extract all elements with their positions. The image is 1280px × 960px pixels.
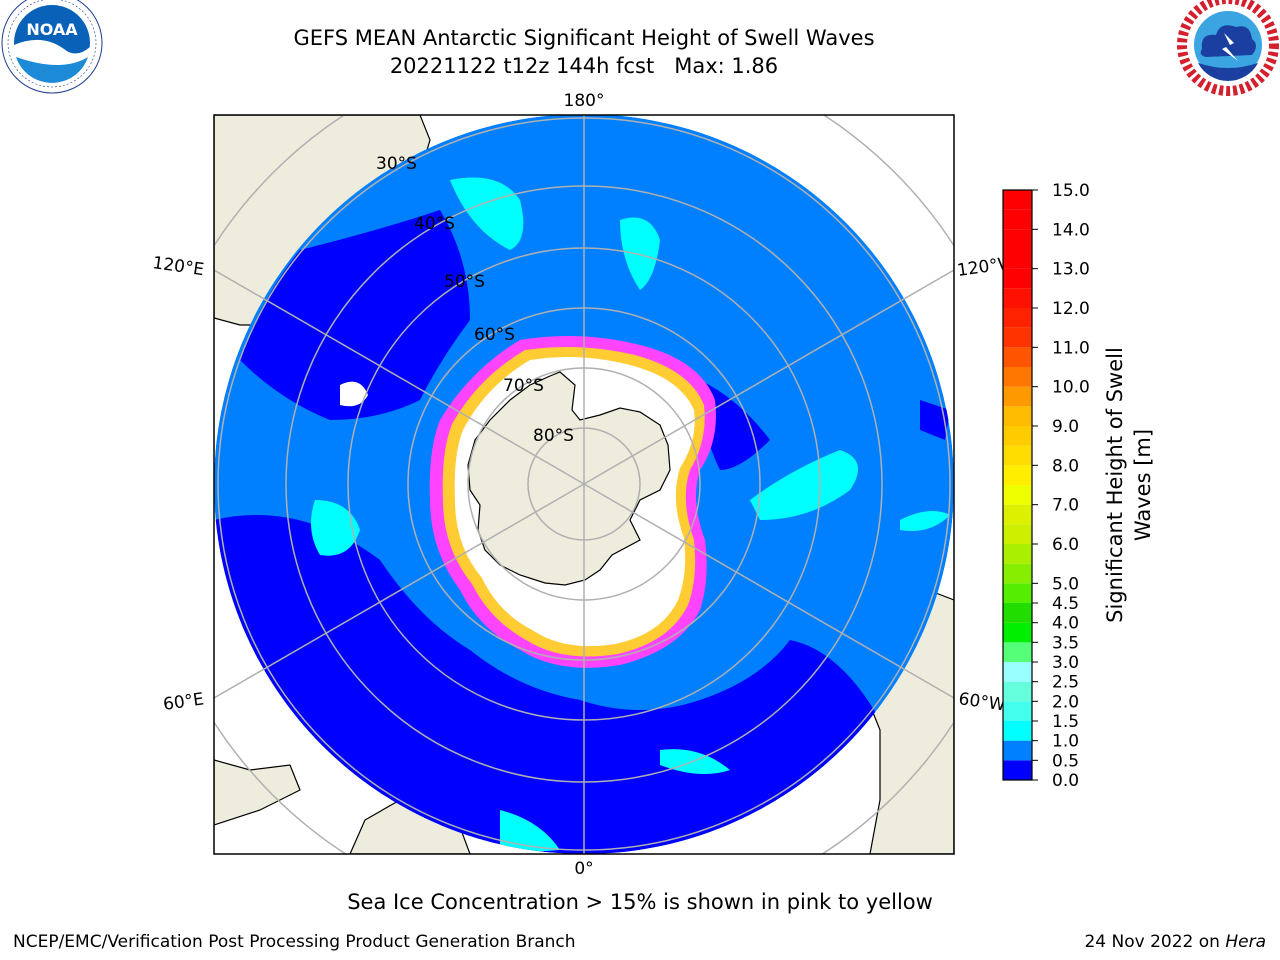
colorbar-tick-label: 0.5: [1052, 751, 1079, 771]
colorbar-tick-label: 11.0: [1052, 338, 1090, 358]
footer-date-text: 24 Nov 2022 on: [1084, 932, 1226, 952]
colorbar-segment: [1003, 760, 1032, 780]
colorbar-tick-label: 6.0: [1052, 535, 1079, 555]
colorbar-segment: [1003, 544, 1032, 564]
lat-label-70s: 70°S: [503, 376, 544, 396]
lat-label-50s: 50°S: [444, 272, 485, 292]
colorbar-segment: [1003, 229, 1032, 249]
colorbar-tick-label: 1.5: [1052, 712, 1079, 732]
longitude-gridlines: [214, 115, 954, 854]
lon-label-60e: 60°E: [162, 689, 205, 714]
colorbar-tick-label: 7.0: [1052, 496, 1079, 516]
lat-label-40s: 40°S: [414, 214, 455, 234]
colorbar-tick-label: 5.0: [1052, 574, 1079, 594]
lat-label-30s: 30°S: [376, 154, 417, 174]
lat-label-60s: 60°S: [474, 325, 515, 345]
colorbar-label-line1: Significant Height of Swell: [1103, 347, 1127, 623]
colorbar-tick-label: 0.0: [1052, 771, 1079, 791]
colorbar-tick-label: 13.0: [1052, 260, 1090, 280]
colorbar-label-line2: Waves [m]: [1131, 429, 1155, 541]
lat-label-80s: 80°S: [533, 426, 574, 446]
colorbar-tick-label: 3.5: [1052, 633, 1079, 653]
colorbar-tick-label: 2.5: [1052, 673, 1079, 693]
sea-ice-note: Sea Ice Concentration > 15% is shown in …: [347, 890, 933, 914]
latitude-labels: 30°S 40°S 50°S 60°S 70°S 80°S: [376, 154, 574, 446]
noaa-logo-text: NOAA: [26, 20, 78, 39]
colorbar-segment: [1003, 583, 1032, 603]
colorbar-tick-label: 8.0: [1052, 456, 1079, 476]
colorbar-tick-label: 3.0: [1052, 653, 1079, 673]
lon-label-60w: 60°W: [957, 689, 1006, 715]
colorbar-segment: [1003, 622, 1032, 643]
chart-subtitle: 20221122 t12z 144h fcst Max: 1.86: [389, 54, 779, 78]
colorbar-segment: [1003, 386, 1032, 407]
colorbar-segment: [1003, 701, 1032, 721]
colorbar-segment: [1003, 681, 1032, 702]
colorbar-tick-label: 1.0: [1052, 732, 1079, 752]
colorbar-segment: [1003, 268, 1032, 289]
colorbar-segment: [1003, 190, 1032, 210]
colorbar-segment: [1003, 465, 1032, 485]
map-panel: 30°S 40°S 50°S 60°S 70°S 80°S: [214, 115, 954, 854]
colorbar-segment: [1003, 563, 1032, 584]
antarctica-land: [467, 371, 671, 586]
colorbar-tick-label: 12.0: [1052, 299, 1090, 319]
colorbar-segment: [1003, 327, 1032, 348]
colorbar-segment: [1003, 347, 1032, 367]
colorbar-segment: [1003, 288, 1032, 308]
colorbar-segment: [1003, 209, 1032, 230]
colorbar-segment: [1003, 662, 1032, 682]
lon-label-0: 0°: [574, 859, 593, 879]
lon-label-180: 180°: [564, 91, 605, 111]
colorbar-segment: [1003, 249, 1032, 269]
colorbar-segment: [1003, 485, 1032, 505]
colorbar-segment: [1003, 721, 1032, 741]
colorbar-segment: [1003, 524, 1032, 544]
colorbar-segment: [1003, 603, 1032, 623]
colorbar-tick-label: 4.5: [1052, 594, 1079, 614]
colorbar-border: [1002, 189, 1033, 781]
chart-title: GEFS MEAN Antarctic Significant Height o…: [293, 26, 875, 50]
colorbar: 0.00.51.01.52.02.53.03.54.04.55.0 6.0 7.0 8…: [1002, 181, 1090, 791]
footer-date: 24 Nov 2022 on Hera: [1084, 932, 1266, 952]
colorbar-segment: [1003, 445, 1032, 466]
colorbar-segment: [1003, 426, 1032, 446]
colorbar-segment: [1003, 367, 1032, 387]
colorbar-tick-label: 14.0: [1052, 220, 1090, 240]
footer-host: Hera: [1225, 932, 1266, 952]
nws-logo: [1177, 0, 1279, 96]
map-frame: [213, 114, 955, 855]
noaa-logo: NOAA: [1, 0, 103, 94]
colorbar-tick-label: 2.0: [1052, 692, 1079, 712]
colorbar-segment: [1003, 406, 1032, 426]
colorbar-segment: [1003, 308, 1032, 328]
colorbar-segment: [1003, 504, 1032, 525]
footer-credit: NCEP/EMC/Verification Post Processing Pr…: [13, 932, 576, 952]
colorbar-segment: [1003, 642, 1032, 662]
colorbar-tick-label: 10.0: [1052, 378, 1090, 398]
colorbar-segment: [1003, 740, 1032, 761]
colorbar-tick-label: 4.0: [1052, 614, 1079, 634]
colorbar-tick-label: 15.0: [1052, 181, 1090, 201]
colorbar-tick-label: 9.0: [1052, 417, 1079, 437]
colorbar-label: Significant Height of Swell Waves [m]: [1103, 347, 1155, 623]
lon-label-120e: 120°E: [151, 253, 205, 280]
